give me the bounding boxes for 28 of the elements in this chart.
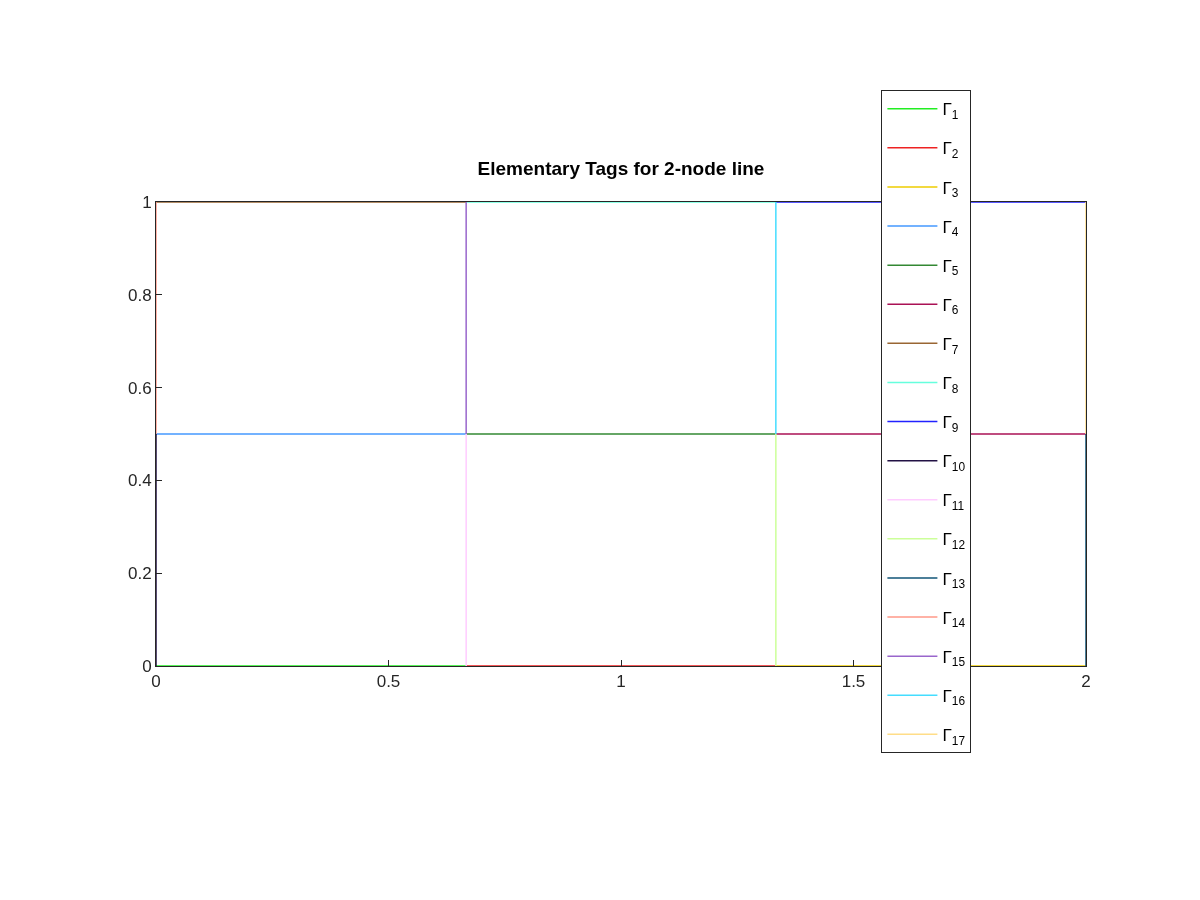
legend-label: Γ$_{6}$ [942, 295, 959, 318]
x-tick-label: 0.5 [376, 672, 401, 692]
legend-label: Γ$_{8}$ [942, 374, 959, 396]
legend-label: Γ$_{11}$ [942, 491, 965, 513]
legend-label: Γ$_{13}$ [942, 569, 966, 592]
y-tick-label: 0.2 [127, 564, 152, 584]
legend-label: Γ$_{1}$ [942, 100, 959, 122]
legend-label: Γ$_{15}$ [942, 647, 966, 670]
legend-label: Γ$_{2}$ [942, 139, 959, 162]
y-tick-label: 1 [142, 192, 152, 212]
x-tick-label: 1 [616, 672, 626, 692]
legend-label: Γ$_{12}$ [942, 530, 966, 553]
y-tick-label: 0 [142, 656, 152, 676]
chart-title: Elementary Tags for 2-node line [477, 157, 765, 179]
legend-label: Γ$_{7}$ [942, 334, 959, 357]
y-tick-label: 0.6 [127, 378, 152, 398]
legend-label: Γ$_{17}$ [942, 725, 966, 748]
legend-label: Γ$_{10}$ [942, 452, 966, 474]
legend-label: Γ$_{4}$ [942, 217, 959, 240]
legend-label: Γ$_{16}$ [942, 686, 966, 709]
legend-label: Γ$_{5}$ [942, 256, 959, 279]
x-tick-label: 2 [1081, 672, 1091, 692]
y-tick-label: 0.4 [127, 471, 152, 491]
x-tick-label: 1.5 [841, 672, 866, 692]
y-tick-label: 0.8 [127, 285, 152, 305]
legend-label: Γ$_{3}$ [942, 178, 959, 201]
legend-label: Γ$_{9}$ [942, 413, 959, 435]
legend-label: Γ$_{14}$ [942, 608, 966, 631]
